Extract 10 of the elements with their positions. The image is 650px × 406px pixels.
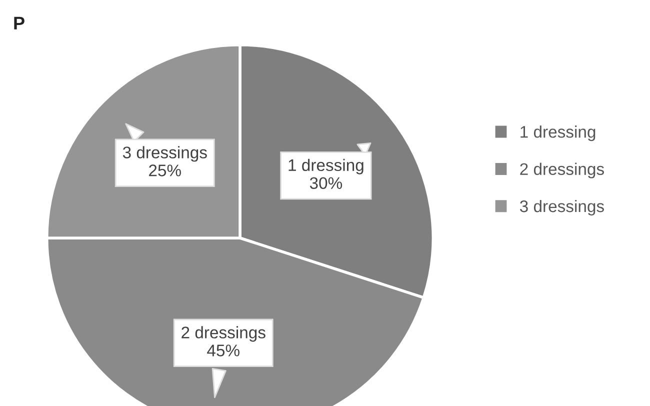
data-label: 45%: [207, 344, 240, 356]
data-label: 30%: [310, 177, 342, 190]
legend-label: 1 dressing: [520, 126, 596, 142]
slice-label: 3 dressings: [122, 146, 207, 162]
slice-label: 2 dressings: [182, 326, 266, 342]
legend-label: 3 dressings: [520, 200, 604, 216]
text: P: [14, 16, 24, 30]
slice-label: 1 dressing: [288, 158, 364, 174]
legend-label: 2 dressings: [520, 162, 604, 178]
data-label: 25%: [149, 164, 181, 176]
